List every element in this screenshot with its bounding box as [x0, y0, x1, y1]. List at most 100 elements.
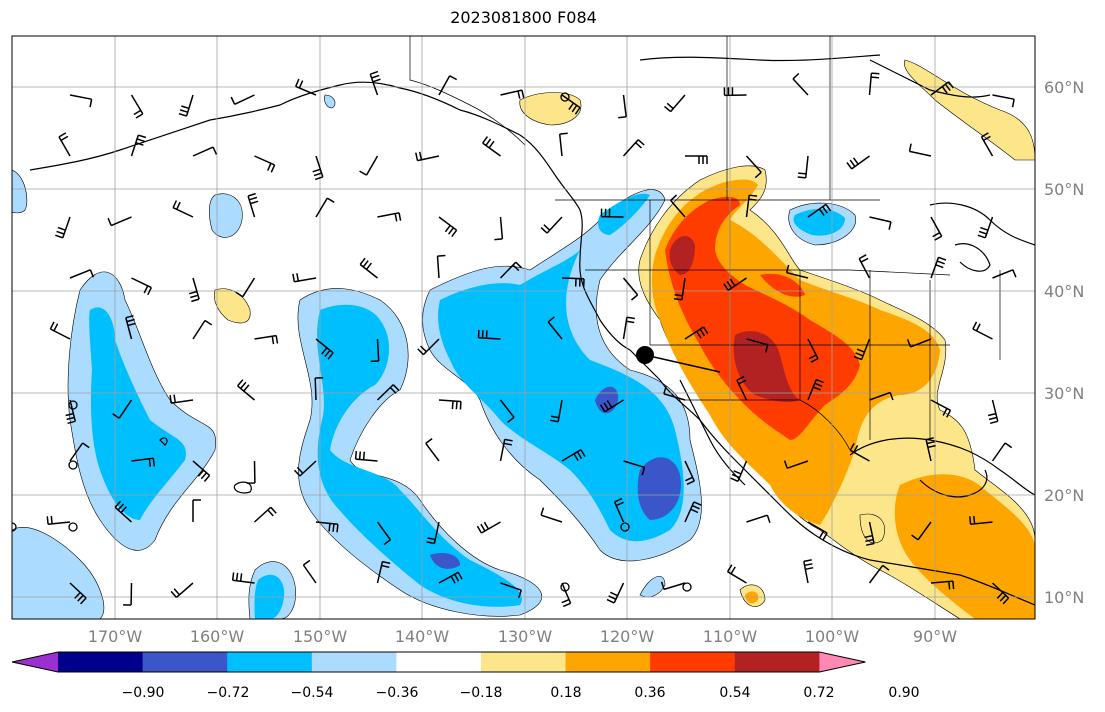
- wind-barb: [377, 212, 402, 222]
- wind-barb: [803, 559, 814, 584]
- wind-barb: [417, 338, 440, 356]
- colorbar: [11, 651, 866, 673]
- colorbar-tick-label: −0.90: [122, 685, 165, 701]
- wind-barb: [991, 582, 1010, 605]
- wind-barb: [46, 515, 71, 526]
- wind-barb: [664, 94, 686, 113]
- wind-barb: [254, 334, 279, 345]
- wind-barb: [911, 521, 932, 541]
- wind-barb: [906, 338, 932, 348]
- wind-barb: [114, 500, 133, 523]
- wind-barb: [55, 216, 71, 239]
- wind-barb: [785, 264, 809, 279]
- wind-barb: [730, 460, 748, 482]
- colorbar-tick-label: −0.72: [207, 685, 250, 701]
- lon-label-110w: 110°W: [703, 627, 758, 646]
- wind-barb: [500, 89, 525, 99]
- wind-barb: [370, 338, 380, 363]
- wind-barb: [415, 151, 440, 162]
- colorbar-outline: [11, 651, 866, 673]
- wind-barb: [726, 564, 747, 584]
- colorbar-tick-label: −0.36: [376, 685, 419, 701]
- wind-barb: [670, 194, 686, 218]
- lat-label-50: 50°N: [1044, 180, 1084, 199]
- wind-barb: [315, 521, 339, 533]
- wind-barb: [660, 581, 686, 591]
- wind-barb: [972, 321, 993, 340]
- wind-barb: [684, 326, 709, 340]
- wind-barb: [908, 143, 932, 157]
- map-title: 2023081800 F084: [450, 8, 597, 27]
- wind-barb: [131, 277, 152, 296]
- wind-barb: [980, 132, 994, 157]
- colorbar-tick-label: 0.72: [803, 685, 834, 701]
- wind-barb: [663, 385, 686, 401]
- wind-barb: [613, 497, 625, 523]
- latitude-axis: 60°N 50°N 40°N 30°N 20°N 10°N: [1044, 78, 1084, 607]
- wind-barb: [807, 521, 828, 541]
- wind-barb: [858, 254, 871, 279]
- wind-barb: [846, 155, 870, 170]
- wind-barb: [930, 580, 955, 590]
- wind-barb: [992, 94, 1015, 108]
- colorbar-segment: [58, 652, 144, 672]
- wind-barb: [853, 338, 871, 361]
- colorbar-tick-label: 0.18: [550, 685, 581, 701]
- wind-barb: [130, 94, 144, 119]
- wind-barb: [65, 399, 77, 425]
- wind-barb: [237, 379, 255, 401]
- wind-barb: [807, 378, 824, 401]
- lon-label-140w: 140°W: [395, 627, 450, 646]
- wind-barb: [253, 506, 277, 523]
- longitude-axis: 170°W 160°W 150°W 140°W 130°W 120°W 110°…: [88, 627, 957, 646]
- map-plot: [12, 36, 1035, 619]
- colorbar-segment: [734, 652, 820, 672]
- wind-barb: [125, 314, 136, 340]
- wind-barb: [69, 442, 90, 462]
- wind-barb: [797, 155, 809, 179]
- wind-barb: [745, 155, 762, 179]
- wind-barb: [930, 216, 943, 241]
- wind-barb: [606, 582, 625, 604]
- colorbar-tick-label: 0.90: [888, 685, 919, 701]
- wind-barb: [123, 582, 133, 606]
- wind-barb: [354, 451, 378, 462]
- wind-barb: [376, 521, 392, 546]
- wind-barb: [192, 499, 201, 522]
- lat-label-20: 20°N: [1044, 486, 1084, 505]
- wind-barb: [188, 277, 200, 303]
- calm-wind-circles: [12, 92, 692, 592]
- location-marker: [636, 346, 721, 373]
- colorbar-extend-min: [12, 652, 58, 672]
- wind-barb: [561, 449, 586, 462]
- wind-barb: [864, 521, 875, 546]
- wind-barb: [561, 94, 581, 115]
- wind-barb: [172, 200, 194, 218]
- wind-barb: [246, 460, 256, 484]
- lon-label-100w: 100°W: [805, 627, 860, 646]
- colorbar-segment: [142, 652, 228, 672]
- wind-barb: [622, 139, 645, 157]
- wind-barb: [499, 261, 523, 279]
- wind-barb: [482, 136, 501, 157]
- colorbar-segment: [565, 652, 651, 672]
- coastlines: [29, 54, 1035, 606]
- wind-barb: [230, 94, 255, 105]
- wind-barb: [930, 81, 954, 96]
- wind-barb: [745, 194, 758, 218]
- wind-barb: [685, 155, 708, 164]
- wind-barb: [783, 460, 809, 469]
- wind-barb: [302, 559, 317, 584]
- wind-barb: [69, 269, 95, 279]
- wind-barb: [312, 155, 324, 181]
- wind-barb: [807, 203, 832, 218]
- wind-barb: [425, 438, 440, 462]
- graticule: [12, 36, 1035, 619]
- wind-barb: [436, 254, 446, 279]
- lon-label-130w: 130°W: [498, 627, 553, 646]
- wind-barb: [736, 376, 748, 401]
- wind-barb: [807, 338, 819, 363]
- wind-barb: [477, 329, 501, 340]
- wind-barb: [622, 316, 635, 340]
- wind-barb: [600, 208, 624, 218]
